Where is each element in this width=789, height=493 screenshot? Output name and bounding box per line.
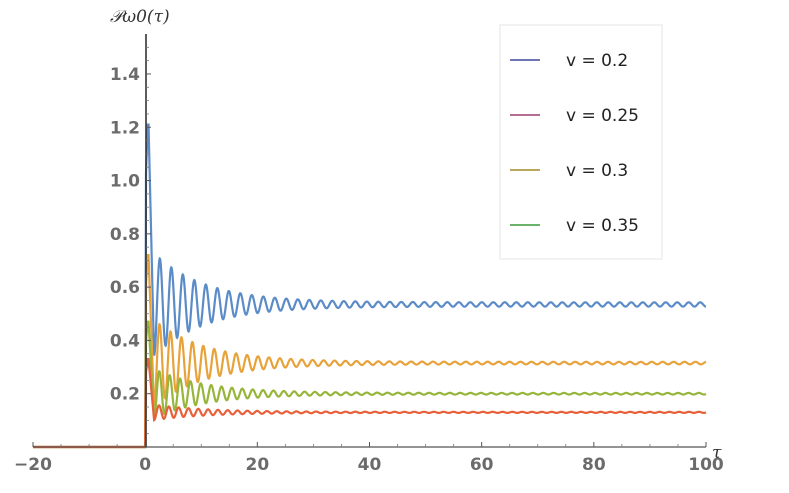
y-tick-label: 0.6 <box>110 278 140 298</box>
legend-label: v = 0.35 <box>566 216 639 236</box>
y-tick-label: 0.2 <box>110 385 140 405</box>
x-tick-label: 80 <box>582 455 606 475</box>
x-axis-label: τ <box>712 443 722 463</box>
y-tick-label: 1.0 <box>110 172 140 192</box>
x-ticks: −20 0 20 40 60 80 100 <box>14 442 724 475</box>
y-ticks: 0.2 0.4 0.6 0.8 1.0 1.2 1.4 <box>110 46 151 435</box>
x-tick-label: 20 <box>245 455 269 475</box>
x-tick-label: −20 <box>14 455 52 475</box>
x-tick-label: 60 <box>470 455 494 475</box>
y-axis-label: 𝒫ω0(τ) <box>110 7 170 27</box>
legend-label: v = 0.2 <box>566 51 628 71</box>
series-line-2 <box>33 254 707 449</box>
series-line-4 <box>33 357 707 449</box>
legend-box <box>499 24 663 260</box>
legend-label: v = 0.25 <box>566 106 639 126</box>
x-tick-label: 40 <box>358 455 382 475</box>
legend: v = 0.2 v = 0.25 v = 0.3 v = 0.35 <box>499 24 663 260</box>
y-tick-label: 1.4 <box>110 65 140 85</box>
y-tick-label: 0.8 <box>110 225 140 245</box>
legend-label: v = 0.3 <box>566 161 628 181</box>
series-line-3 <box>33 320 707 449</box>
y-tick-label: 0.4 <box>110 331 140 351</box>
x-tick-label: 100 <box>688 455 724 475</box>
series-line-1 <box>33 123 707 449</box>
y-tick-label: 1.2 <box>110 118 140 138</box>
x-tick-label: 0 <box>139 455 151 475</box>
series-layer <box>33 123 707 449</box>
